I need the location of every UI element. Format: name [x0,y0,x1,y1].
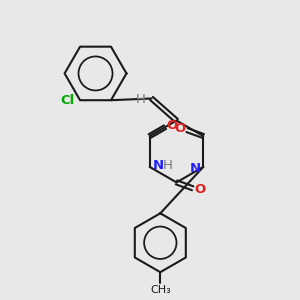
Text: N: N [190,162,201,175]
Text: O: O [167,119,178,132]
Text: O: O [174,122,185,135]
Text: H: H [136,93,146,106]
Text: H: H [163,159,172,172]
Text: N: N [152,159,164,172]
Text: Cl: Cl [61,94,75,107]
Text: CH₃: CH₃ [150,285,171,296]
Text: O: O [194,183,206,196]
